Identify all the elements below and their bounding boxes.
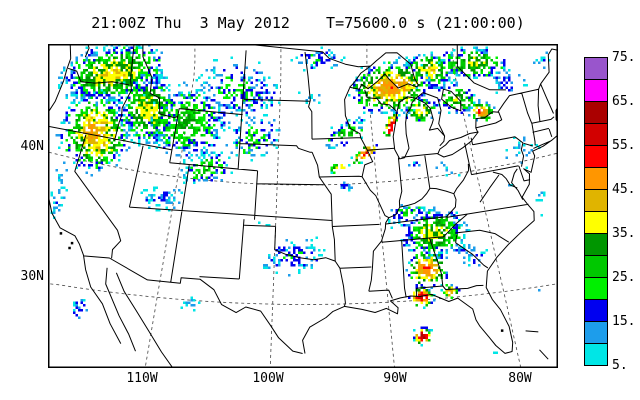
lat-tick-label: 30N bbox=[20, 269, 44, 284]
radar-echo-level-10 bbox=[53, 44, 548, 332]
colorbar-tick-label: 65. bbox=[612, 94, 636, 109]
colorbar-tick-label: 45. bbox=[612, 182, 636, 197]
map-frame bbox=[48, 44, 558, 368]
colorbar-tick-label: 25. bbox=[612, 270, 636, 285]
colorbar-tick-label: 15. bbox=[612, 314, 636, 329]
great-lakes-outlines bbox=[349, 52, 503, 160]
colorbar-swatch bbox=[584, 123, 608, 146]
colorbar-tick-label: 5. bbox=[612, 358, 628, 373]
radar-echo-level-20 bbox=[65, 46, 503, 334]
colorbar-swatch bbox=[584, 255, 608, 278]
colorbar-swatch bbox=[584, 277, 608, 300]
colorbar-swatch bbox=[584, 145, 608, 168]
colorbar-swatch bbox=[584, 189, 608, 212]
lon-tick-label: 110W bbox=[126, 371, 158, 386]
colorbar-tick-label: 55. bbox=[612, 138, 636, 153]
color-scale bbox=[584, 57, 608, 366]
lon-tick-label: 100W bbox=[252, 371, 284, 386]
colorbar-swatch bbox=[584, 57, 608, 80]
colorbar-tick-label: 35. bbox=[612, 226, 636, 241]
colorbar-swatch bbox=[584, 299, 608, 322]
colorbar-swatch bbox=[584, 343, 608, 366]
state-country-borders bbox=[48, 44, 558, 368]
colorbar-swatch bbox=[584, 321, 608, 344]
radar-echo-level-60 bbox=[420, 334, 426, 339]
colorbar-tick-label: 75. bbox=[612, 50, 636, 65]
lon-tick-label: 90W bbox=[383, 371, 407, 386]
colorbar-swatch bbox=[584, 101, 608, 124]
lon-tick-label: 80W bbox=[508, 371, 532, 386]
radar-echo-level-30 bbox=[75, 54, 491, 344]
map-canvas bbox=[48, 44, 558, 368]
plot-title: 21:00Z Thu 3 May 2012 T=75600.0 s (21:00… bbox=[91, 14, 525, 32]
lat-tick-label: 40N bbox=[20, 139, 44, 154]
colorbar-swatch bbox=[584, 79, 608, 102]
colorbar-swatch bbox=[584, 211, 608, 234]
radar-echo-level-25 bbox=[68, 51, 498, 342]
island-marks bbox=[59, 232, 504, 332]
colorbar-swatch bbox=[584, 233, 608, 256]
colorbar-swatch bbox=[584, 167, 608, 190]
